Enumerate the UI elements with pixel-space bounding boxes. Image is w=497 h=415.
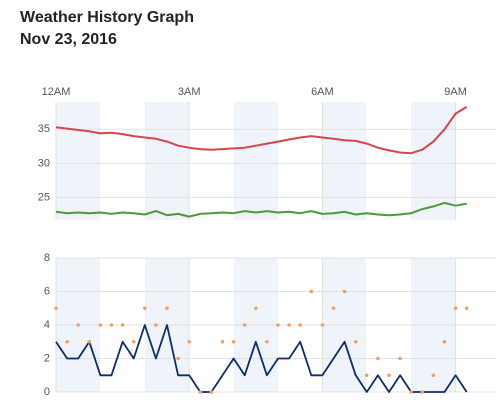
page-subtitle: Nov 23, 2016 — [20, 31, 117, 48]
gust-dot — [198, 390, 203, 394]
page-title: Weather History Graph — [20, 9, 194, 26]
gust-dot — [165, 306, 169, 311]
gust-dot — [276, 323, 280, 327]
y-tick-label: 0 — [44, 386, 50, 398]
x-tick-label: 9AM — [444, 86, 467, 98]
series-line — [55, 201, 467, 218]
gust-dot — [320, 323, 325, 327]
y-tick-label: 25 — [38, 191, 50, 203]
gust-dot — [87, 339, 92, 344]
y-tick-label: 35 — [38, 123, 50, 135]
gust-dot — [353, 339, 358, 344]
x-tick-label: 3AM — [178, 86, 201, 98]
series-line — [55, 324, 468, 393]
gust-dot — [398, 356, 402, 361]
gust-dot — [287, 323, 291, 327]
gust-dot — [431, 373, 436, 378]
gust-dot — [220, 339, 225, 344]
y-tick-label: 30 — [38, 157, 50, 169]
gust-dot — [231, 339, 236, 344]
gust-dot — [98, 323, 103, 327]
gust-dot — [464, 306, 469, 311]
gust-dot — [131, 339, 136, 344]
gust-dot — [242, 323, 247, 327]
gust-dot — [65, 339, 69, 344]
gust-dot — [176, 356, 180, 361]
gust-dot — [54, 306, 58, 311]
gust-dot — [120, 323, 125, 327]
gust-dot — [109, 323, 114, 327]
gust-dot — [453, 306, 458, 311]
gust-dot — [420, 390, 425, 394]
gust-dot — [309, 289, 314, 294]
gust-dot — [364, 373, 369, 378]
x-tick-label: 6AM — [311, 86, 334, 98]
y-tick-label: 4 — [44, 319, 50, 331]
y-tick-label: 2 — [44, 352, 50, 364]
gust-dot — [154, 323, 158, 327]
gust-dot — [253, 306, 258, 311]
gust-dot — [265, 339, 269, 344]
y-tick-label: 6 — [44, 285, 50, 297]
x-tick-label: 12AM — [42, 86, 71, 98]
gust-dot — [331, 306, 336, 311]
gust-dot — [142, 306, 147, 311]
gust-dot — [209, 390, 214, 394]
gust-dot — [342, 289, 347, 294]
gust-dot — [409, 390, 413, 394]
gust-dot — [442, 339, 447, 344]
y-tick-label: 8 — [44, 252, 50, 264]
gust-dot — [298, 323, 302, 327]
gust-dot — [387, 373, 391, 378]
gust-dot — [376, 356, 380, 361]
gust-dot — [187, 339, 191, 344]
series-line — [55, 105, 468, 155]
gust-dot — [76, 323, 80, 327]
